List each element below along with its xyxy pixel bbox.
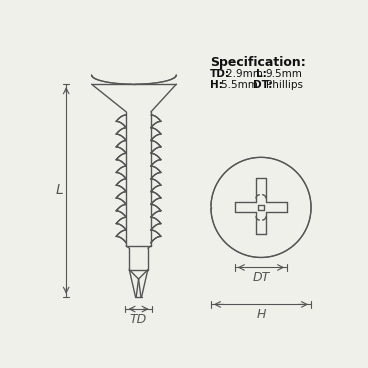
Text: 9.5mm: 9.5mm: [266, 69, 302, 79]
Text: L: L: [55, 184, 63, 198]
Text: DT:: DT:: [252, 79, 272, 89]
Text: H: H: [256, 308, 266, 321]
Text: TD: TD: [130, 312, 147, 326]
Text: Specification:: Specification:: [210, 56, 306, 70]
Text: 5.5mm: 5.5mm: [221, 79, 261, 89]
Text: DT: DT: [252, 271, 270, 284]
Text: H:: H:: [210, 79, 223, 89]
Text: 2.9mm: 2.9mm: [226, 69, 266, 79]
Text: L:: L:: [256, 69, 267, 79]
Text: Phillips: Phillips: [266, 79, 303, 89]
Text: TD:: TD:: [210, 69, 230, 79]
